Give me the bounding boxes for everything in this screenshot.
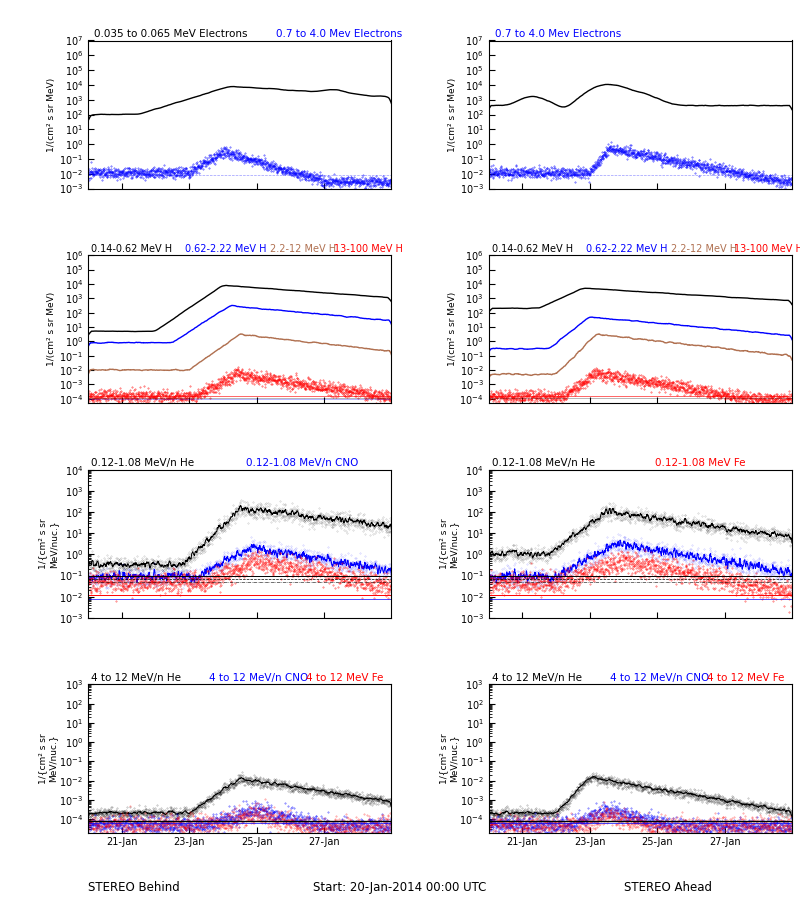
Text: 4 to 12 MeV/n CNO: 4 to 12 MeV/n CNO [610,673,709,683]
Y-axis label: 1/{cm² s sr
MeV/nuc.}: 1/{cm² s sr MeV/nuc.} [38,734,58,784]
Text: 4 to 12 MeV/n CNO: 4 to 12 MeV/n CNO [210,673,309,683]
Text: 2.2-12 MeV H: 2.2-12 MeV H [270,244,336,254]
Y-axis label: 1/(cm² s sr MeV): 1/(cm² s sr MeV) [47,292,56,366]
Text: 0.62-2.22 MeV H: 0.62-2.22 MeV H [185,244,266,254]
Text: STEREO Behind: STEREO Behind [88,881,180,894]
Text: 0.12-1.08 MeV/n CNO: 0.12-1.08 MeV/n CNO [246,458,358,468]
Text: 4 to 12 MeV Fe: 4 to 12 MeV Fe [306,673,384,683]
Text: 2.2-12 MeV H: 2.2-12 MeV H [670,244,737,254]
Text: 0.12-1.08 MeV Fe: 0.12-1.08 MeV Fe [655,458,746,468]
Text: 13-100 MeV H: 13-100 MeV H [334,244,402,254]
Text: 4 to 12 MeV/n He: 4 to 12 MeV/n He [91,673,181,683]
Text: 0.035 to 0.065 MeV Electrons: 0.035 to 0.065 MeV Electrons [94,29,247,39]
Y-axis label: 1/{cm² s sr
MeV/nuc.}: 1/{cm² s sr MeV/nuc.} [38,518,58,569]
Y-axis label: 1/(cm² s sr MeV): 1/(cm² s sr MeV) [448,77,457,151]
Text: 13-100 MeV H: 13-100 MeV H [734,244,800,254]
Text: 0.14-0.62 MeV H: 0.14-0.62 MeV H [91,244,172,254]
Text: STEREO Ahead: STEREO Ahead [624,881,712,894]
Text: 0.14-0.62 MeV H: 0.14-0.62 MeV H [491,244,573,254]
Y-axis label: 1/(cm² s sr MeV): 1/(cm² s sr MeV) [47,77,56,151]
Y-axis label: 1/(cm² s sr MeV): 1/(cm² s sr MeV) [448,292,457,366]
Text: 0.12-1.08 MeV/n He: 0.12-1.08 MeV/n He [91,458,194,468]
Text: 0.7 to 4.0 Mev Electrons: 0.7 to 4.0 Mev Electrons [276,29,402,39]
Text: 4 to 12 MeV Fe: 4 to 12 MeV Fe [707,673,785,683]
Text: 0.12-1.08 MeV/n He: 0.12-1.08 MeV/n He [491,458,594,468]
Text: 4 to 12 MeV/n He: 4 to 12 MeV/n He [491,673,582,683]
Y-axis label: 1/{cm² s sr
MeV/nuc.}: 1/{cm² s sr MeV/nuc.} [439,518,458,569]
Text: 0.62-2.22 MeV H: 0.62-2.22 MeV H [586,244,667,254]
Text: 0.7 to 4.0 Mev Electrons: 0.7 to 4.0 Mev Electrons [494,29,621,39]
Text: Start: 20-Jan-2014 00:00 UTC: Start: 20-Jan-2014 00:00 UTC [314,881,486,894]
Y-axis label: 1/{cm² s sr
MeV/nuc.}: 1/{cm² s sr MeV/nuc.} [438,734,458,784]
